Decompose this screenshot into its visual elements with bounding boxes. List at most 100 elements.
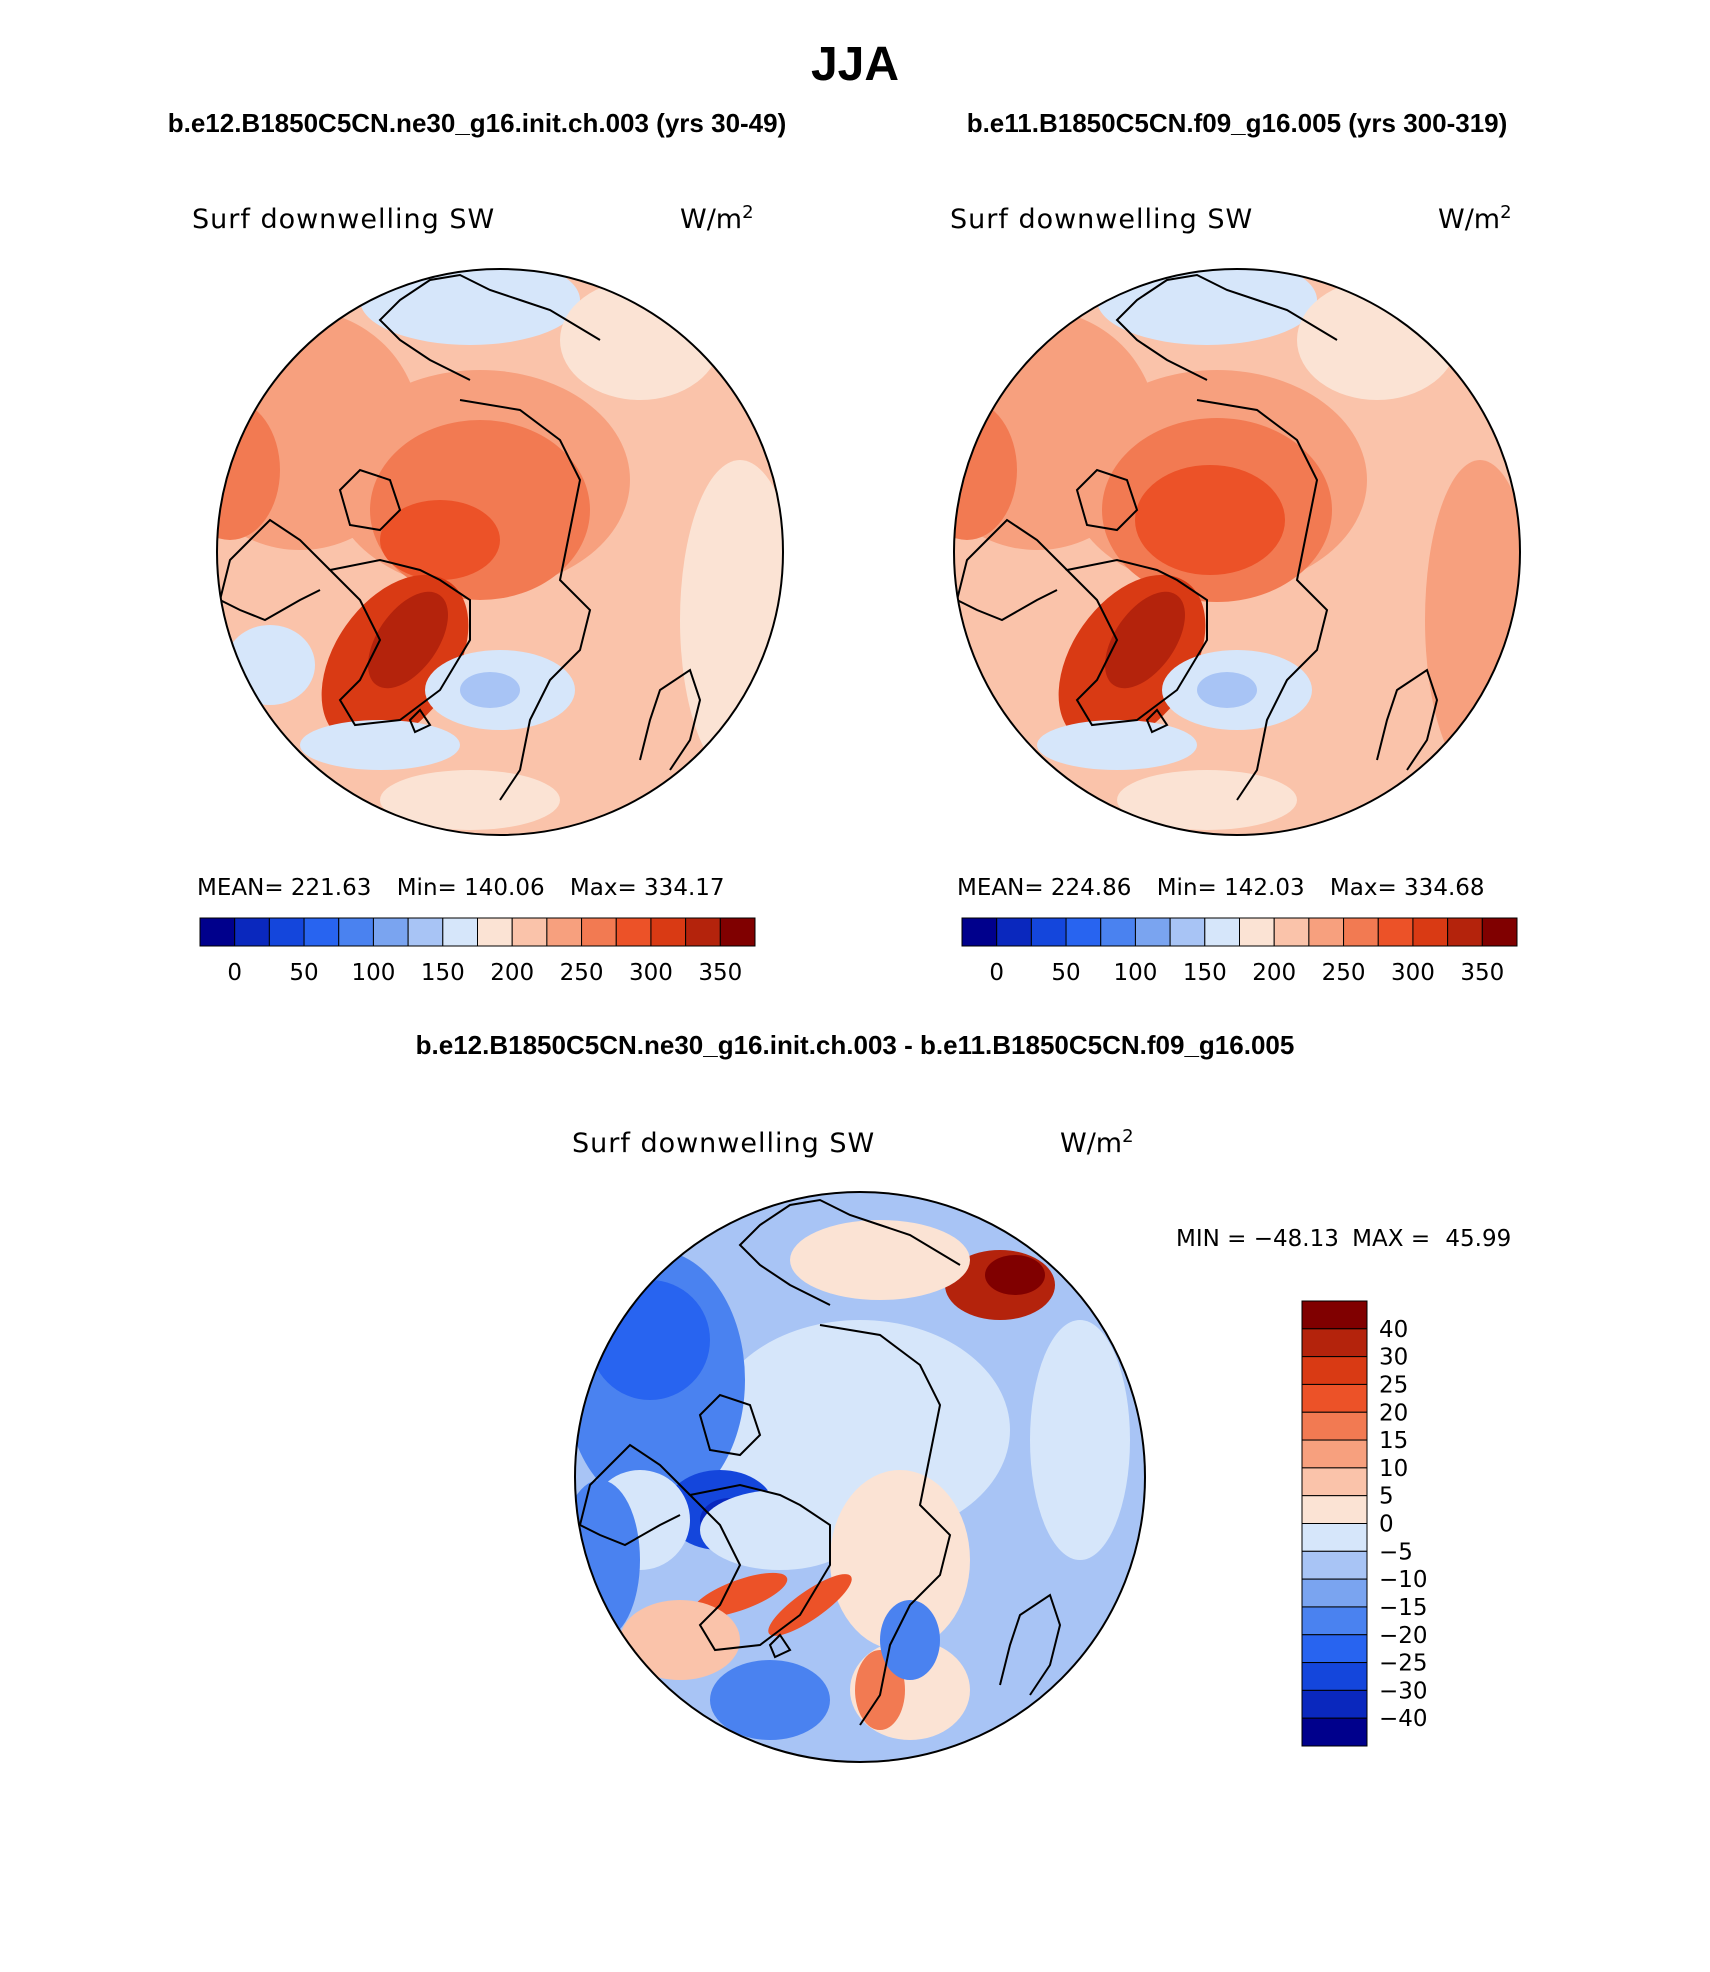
colorbar-left-swatch — [650, 917, 687, 947]
colorbar-difference-swatch — [1301, 1550, 1368, 1580]
panel-right-min-label: Min= — [1157, 875, 1217, 901]
difference-variable: Surf downwelling SW — [572, 1128, 875, 1159]
difference-min: −48.13 — [1254, 1226, 1339, 1252]
colorbar-left-swatch — [615, 917, 652, 947]
difference-units-exp: 2 — [1122, 1126, 1133, 1147]
colorbar-difference-tick-label: 10 — [1379, 1456, 1408, 1482]
colorbar-difference-tick-label: −40 — [1379, 1706, 1428, 1732]
colorbar-right-tick-label: 250 — [1322, 960, 1366, 986]
colorbar-left-tick-label: 100 — [351, 960, 395, 986]
polar-map-difference — [574, 1191, 1146, 1763]
colorbar-difference-swatch — [1301, 1383, 1368, 1413]
colorbar-difference-tick-label: −10 — [1379, 1567, 1428, 1593]
colorbar-difference-swatch — [1301, 1717, 1368, 1747]
colorbar-difference-swatch — [1301, 1495, 1368, 1524]
field-region — [700, 1490, 860, 1570]
colorbar-left-tick-label: 50 — [289, 960, 318, 986]
panel-right-mean-label: MEAN= — [957, 875, 1044, 901]
colorbar-right-tick-label: 50 — [1051, 960, 1080, 986]
colorbar-left-swatch — [719, 917, 756, 947]
colorbar-difference-tick-label: 0 — [1379, 1512, 1394, 1538]
colorbar-difference-swatch — [1301, 1328, 1368, 1358]
colorbar-difference-swatch — [1301, 1356, 1368, 1385]
field-region — [790, 1220, 970, 1300]
panel-right-units-base: W/m — [1438, 204, 1500, 235]
difference-minmax: MIN = −48.13 MAX = 45.99 — [1176, 1226, 1511, 1252]
field-region — [225, 625, 315, 705]
difference-min-label: MIN = — [1176, 1226, 1246, 1252]
field-region — [1135, 465, 1285, 575]
panel-left-max: 334.17 — [644, 875, 724, 901]
colorbar-left-swatch — [303, 917, 340, 947]
colorbar-left-swatch — [581, 917, 617, 947]
colorbar-left: 0 50 100 150 200 250 300 350 — [199, 917, 756, 986]
field-region — [1105, 591, 1185, 689]
field-region — [1037, 720, 1197, 770]
field-region — [368, 591, 448, 689]
difference-max-label: MAX = — [1352, 1226, 1430, 1252]
field-region — [1197, 672, 1257, 708]
colorbar-right-swatch — [1447, 917, 1483, 947]
colorbar-right-tick-label: 300 — [1391, 960, 1435, 986]
colorbar-left-tick-label: 250 — [560, 960, 604, 986]
colorbar-difference-tick-label: 25 — [1379, 1372, 1408, 1398]
colorbar-left-swatch — [546, 917, 583, 947]
panel-right-mean: 224.86 — [1051, 875, 1131, 901]
colorbar-right-swatch — [961, 917, 998, 947]
panel-right-units: W/m2 — [1438, 202, 1512, 235]
field-region — [830, 1470, 970, 1650]
colorbar-right-swatch — [996, 917, 1032, 947]
field-region — [590, 1280, 710, 1400]
panel-right-min: 142.03 — [1224, 875, 1304, 901]
field-region — [1297, 280, 1457, 400]
panel-right-stats: MEAN= 224.86 Min= 142.03 Max= 334.68 — [957, 875, 1485, 901]
panel-left-min: 140.06 — [464, 875, 544, 901]
colorbar-right-swatch — [1377, 917, 1414, 947]
field-region — [1097, 269, 1317, 345]
field-region — [380, 770, 560, 830]
field-region — [360, 269, 580, 345]
colorbar-left-swatch — [199, 917, 236, 947]
colorbar-left-tick-label: 200 — [490, 960, 534, 986]
colorbar-right-tick-label: 100 — [1113, 960, 1157, 986]
panel-left-stats: MEAN= 221.63 Min= 140.06 Max= 334.17 — [197, 875, 725, 901]
field-region — [692, 1572, 788, 1618]
colorbar-right-swatch — [1343, 917, 1379, 947]
colorbar-difference-swatch — [1301, 1439, 1368, 1469]
difference-max: 45.99 — [1445, 1226, 1511, 1252]
colorbar-left-swatch — [338, 917, 374, 947]
colorbar-left-tick-label: 300 — [629, 960, 673, 986]
colorbar-difference-tick-label: −25 — [1379, 1651, 1428, 1677]
field-region — [460, 672, 520, 708]
colorbar-difference-swatch — [1301, 1411, 1368, 1441]
colorbar-left-swatch — [511, 917, 548, 947]
colorbar-difference-swatch — [1301, 1523, 1368, 1552]
colorbar-difference-tick-label: 20 — [1379, 1400, 1408, 1426]
colorbar-difference-tick-label: −30 — [1379, 1678, 1428, 1704]
panel-left-min-label: Min= — [397, 875, 457, 901]
colorbar-right-tick-label: 150 — [1183, 960, 1227, 986]
colorbar-difference-tick-label: 30 — [1379, 1345, 1408, 1371]
field-region — [560, 280, 720, 400]
colorbar-left-tick-label: 350 — [698, 960, 742, 986]
colorbar-right-swatch — [1412, 917, 1449, 947]
panel-right-variable: Surf downwelling SW — [950, 204, 1253, 235]
difference-units-base: W/m — [1060, 1128, 1122, 1159]
colorbar-difference-swatch — [1301, 1662, 1368, 1691]
field-region — [985, 1255, 1045, 1295]
field-region — [768, 1574, 852, 1636]
colorbar-difference-tick-label: −5 — [1379, 1539, 1413, 1565]
colorbar-left-tick-label: 0 — [227, 960, 242, 986]
field-region — [1425, 460, 1520, 780]
field-region — [380, 500, 500, 580]
panel-right-header: b.e11.B1850C5CN.f09_g16.005 (yrs 300-319… — [967, 108, 1508, 138]
colorbar-left-swatch — [442, 917, 478, 947]
colorbar-right-swatch — [1169, 917, 1206, 947]
colorbar-right-swatch — [1273, 917, 1310, 947]
difference-units: W/m2 — [1060, 1126, 1134, 1159]
panel-left-units-base: W/m — [680, 204, 742, 235]
field-region — [300, 720, 460, 770]
colorbar-right-swatch — [1134, 917, 1171, 947]
colorbar-difference-swatch — [1301, 1634, 1368, 1664]
